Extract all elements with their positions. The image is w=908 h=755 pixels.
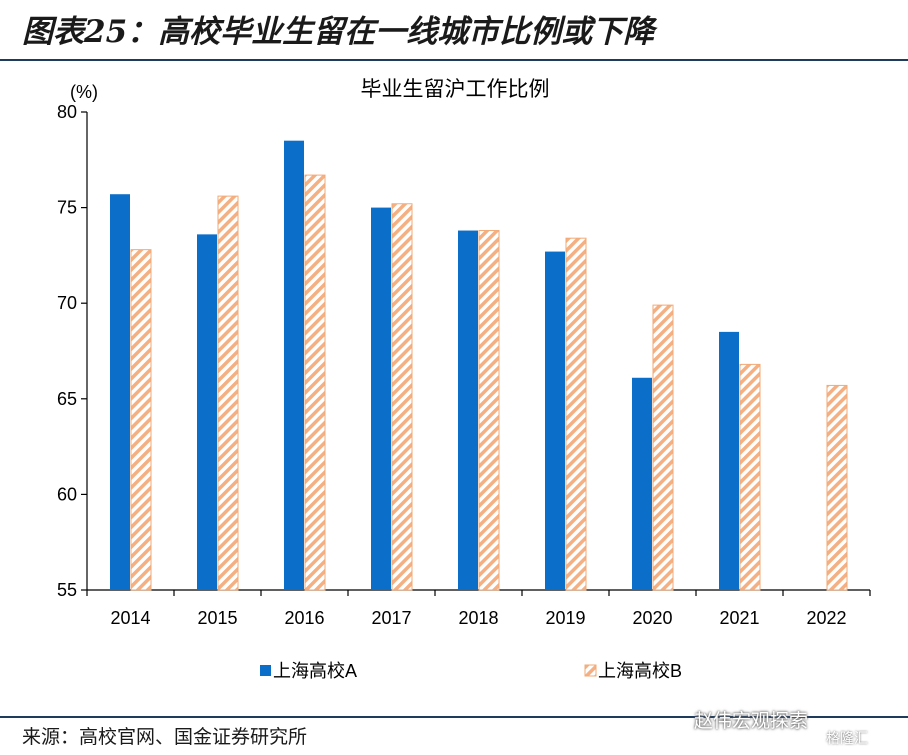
bar-series-a bbox=[719, 331, 739, 590]
axes-layer: 毕业生留沪工作比例 (%) 55 60 65 70 75 80 2014 2015 2016 2017… bbox=[57, 77, 871, 628]
chart-title: 毕业生留沪工作比例 bbox=[361, 77, 550, 101]
y-tick-label: 70 bbox=[57, 293, 77, 313]
y-tick-label: 60 bbox=[57, 484, 77, 504]
bar-series-a bbox=[632, 377, 652, 590]
bar-series-a bbox=[545, 251, 565, 591]
bar-series-a bbox=[371, 207, 391, 590]
bar-series-b bbox=[739, 363, 761, 591]
brand-watermark-secondary: 格隆汇 bbox=[826, 731, 868, 747]
bar-series-a bbox=[110, 194, 130, 590]
bar-series-a bbox=[284, 140, 304, 590]
x-tick-label: 2015 bbox=[197, 608, 237, 628]
bar-series-b bbox=[565, 237, 587, 591]
x-tick-label: 2021 bbox=[719, 608, 759, 628]
figure-header: 图表25：高校毕业生留在一线城市比例或下降 bbox=[0, 0, 908, 60]
y-tick-label: 65 bbox=[57, 389, 77, 409]
bar-series-b bbox=[217, 195, 239, 591]
legend: 上海高校A 上海高校B bbox=[260, 661, 682, 681]
source-note: 来源：高校官网、国金证券研究所 bbox=[22, 726, 308, 748]
bar-series-a bbox=[197, 234, 217, 591]
legend-swatch-series-b bbox=[584, 664, 597, 677]
legend-label-series-a: 上海高校A bbox=[273, 661, 357, 681]
y-tick-label: 75 bbox=[57, 198, 77, 218]
legend-swatch-series-a bbox=[260, 665, 271, 676]
x-tick-label: 2016 bbox=[284, 608, 324, 628]
bar-chart: 毕业生留沪工作比例 (%) 55 60 65 70 75 80 2014 2015 2016 2017… bbox=[57, 77, 871, 681]
x-tick-label: 2022 bbox=[806, 608, 846, 628]
header-rule bbox=[0, 59, 908, 61]
x-tick-label: 2017 bbox=[371, 608, 411, 628]
legend-label-series-b: 上海高校B bbox=[598, 661, 682, 681]
brand-watermark: 赵伟宏观探索 bbox=[694, 710, 809, 732]
bar-series-b bbox=[304, 174, 326, 591]
bar-series-b bbox=[826, 384, 848, 591]
x-tick-label: 2020 bbox=[632, 608, 672, 628]
figure-title: 图表25：高校毕业生留在一线城市比例或下降 bbox=[22, 14, 655, 50]
footer-rule bbox=[0, 716, 908, 718]
bars-layer bbox=[110, 140, 848, 591]
x-tick-label: 2018 bbox=[458, 608, 498, 628]
y-tick-label: 55 bbox=[57, 580, 77, 600]
bar-series-a bbox=[458, 230, 478, 590]
x-tick-label: 2019 bbox=[545, 608, 585, 628]
bar-series-b bbox=[652, 304, 674, 591]
bar-series-b bbox=[130, 249, 152, 591]
bar-series-b bbox=[391, 203, 413, 591]
bar-series-b bbox=[478, 230, 500, 591]
y-tick-label: 80 bbox=[57, 102, 77, 122]
y-axis-unit-label: (%) bbox=[70, 82, 98, 102]
x-tick-label: 2014 bbox=[110, 608, 150, 628]
